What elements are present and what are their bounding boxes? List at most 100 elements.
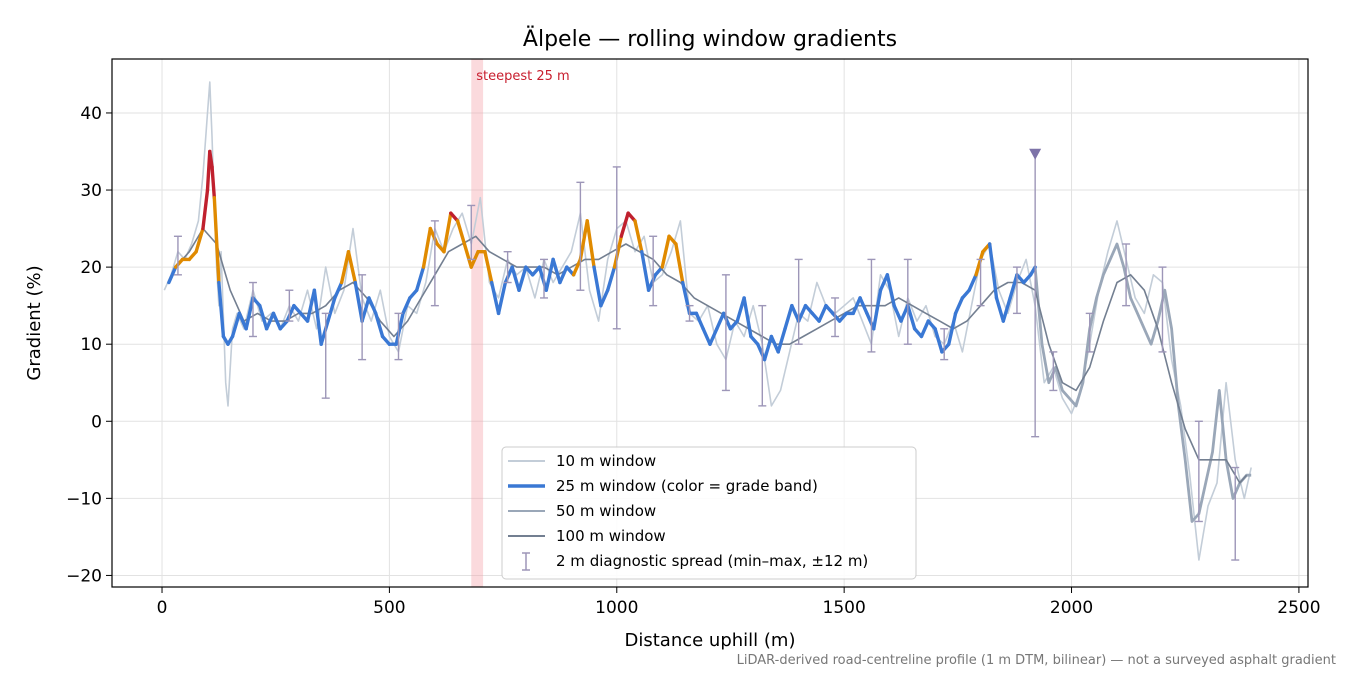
chart-title: Älpele — rolling window gradients xyxy=(523,26,897,52)
series-25m-segment xyxy=(742,296,753,339)
series-25m-segment xyxy=(544,257,555,292)
series-25m-segment xyxy=(264,311,276,331)
series-25m-segment xyxy=(326,296,337,323)
series-25m-segment xyxy=(987,242,999,300)
series-25m-segment xyxy=(187,250,198,262)
series-25m-segment xyxy=(517,265,528,292)
y-tick-label: 40 xyxy=(80,104,102,124)
series-25m-segment xyxy=(824,303,835,316)
plot-frame xyxy=(111,58,1309,588)
error-bar xyxy=(612,166,621,330)
series-25m-segment xyxy=(633,219,644,254)
series-25m-segment xyxy=(960,288,971,300)
error-bar xyxy=(1122,243,1131,307)
series-25m-segment xyxy=(735,296,746,323)
error-bar xyxy=(794,258,803,345)
error-bar xyxy=(394,312,403,361)
legend-swatch-errorbar xyxy=(522,552,530,571)
series-25m-segment xyxy=(919,319,930,339)
series-25m-segment xyxy=(374,311,385,339)
series-25m-segment xyxy=(258,303,269,331)
series-25m-segment xyxy=(940,342,951,354)
series-25m-segment xyxy=(906,303,917,331)
error-bars xyxy=(173,150,1240,561)
legend-label-10m: 10 m window xyxy=(556,452,656,470)
series-25m-segment xyxy=(571,257,583,277)
series-25m-segment xyxy=(592,265,603,308)
legend-label-50m: 50 m window xyxy=(556,502,656,520)
series-25m-segment xyxy=(537,265,548,292)
series-25m-segment xyxy=(1028,265,1037,277)
error-bar xyxy=(940,328,949,361)
series-25m-segment xyxy=(1022,273,1033,285)
error-bar xyxy=(867,258,876,353)
series-25m-segment xyxy=(230,311,242,339)
error-bar xyxy=(1012,266,1021,315)
series-25m-segment xyxy=(851,296,862,316)
series-25m-segment xyxy=(974,250,985,277)
series-25m-segment xyxy=(201,188,210,231)
legend-label-100m: 100 m window xyxy=(556,527,666,545)
y-tick-label: −20 xyxy=(66,566,102,586)
series-25m-segment xyxy=(858,296,869,316)
footnote: LiDAR-derived road-centreline profile (1… xyxy=(737,653,1336,668)
series-25m-segment xyxy=(380,334,392,346)
error-bar xyxy=(649,235,658,307)
series-25m-segment xyxy=(762,334,774,362)
series-25m-segment xyxy=(790,303,801,323)
steepest-band: steepest 25 m xyxy=(471,59,570,587)
series-25m-segment xyxy=(449,211,460,223)
series-25m-segment xyxy=(312,288,323,346)
series-25m-segment xyxy=(244,296,255,331)
series-25m-segment xyxy=(646,273,658,292)
series-25m-segment xyxy=(346,250,357,285)
series-25m-segment xyxy=(408,288,419,300)
error-bar xyxy=(358,274,367,361)
series-25m-segment xyxy=(496,280,508,316)
y-tick-label: 20 xyxy=(80,258,102,278)
series-25m-segment xyxy=(558,265,569,285)
y-axis-ticks: −20 −10 0 10 20 30 40 xyxy=(66,104,112,586)
series-25m-segment xyxy=(953,296,965,316)
series-25m-segment xyxy=(708,327,719,346)
series-25m-segment xyxy=(585,219,596,269)
series-25m-segment xyxy=(831,311,842,323)
series-25m-segment xyxy=(414,265,426,292)
series-25m-segment xyxy=(428,226,439,246)
series-25m-segment xyxy=(483,250,494,285)
series-25m-segment xyxy=(994,296,1006,323)
error-bar xyxy=(1194,420,1203,523)
series-25m-segment xyxy=(251,296,262,308)
x-tick-label: 2000 xyxy=(1050,598,1093,618)
series-25m-segment xyxy=(167,265,178,285)
x-tick-label: 2500 xyxy=(1277,598,1320,618)
series-25m-segment xyxy=(783,303,794,331)
series-25m-segment xyxy=(401,296,412,316)
series-25m-segment xyxy=(421,226,433,269)
error-bar xyxy=(758,304,767,407)
series-25m-segment xyxy=(353,280,364,323)
series-25m-segment xyxy=(933,327,944,354)
x-axis-title: Distance uphill (m) xyxy=(625,630,796,651)
series-25m-segment xyxy=(394,311,405,346)
series-25m-segment xyxy=(490,280,501,316)
series-25m-segment xyxy=(715,311,726,331)
error-bar xyxy=(1049,351,1058,392)
series-25m-segment xyxy=(674,242,685,285)
legend: 10 m window 25 m window (color = grade b… xyxy=(501,446,917,580)
error-bar xyxy=(1158,266,1167,353)
series-25m-segment xyxy=(701,327,712,346)
error-bar xyxy=(285,289,294,322)
series-50m-line xyxy=(1033,242,1252,523)
series-25m-segment xyxy=(899,303,910,323)
series-25m-segment xyxy=(462,242,473,269)
series-25m-segment xyxy=(339,250,351,285)
marker-layer xyxy=(1029,148,1042,160)
series-25m-segment xyxy=(728,319,739,331)
x-tick-label: 0 xyxy=(157,598,168,618)
series-25m-segment xyxy=(653,265,664,277)
series-25m-segment xyxy=(640,250,651,292)
series-25m-segment xyxy=(721,311,733,331)
error-bar xyxy=(976,258,985,307)
series-25m-segment xyxy=(210,165,217,200)
